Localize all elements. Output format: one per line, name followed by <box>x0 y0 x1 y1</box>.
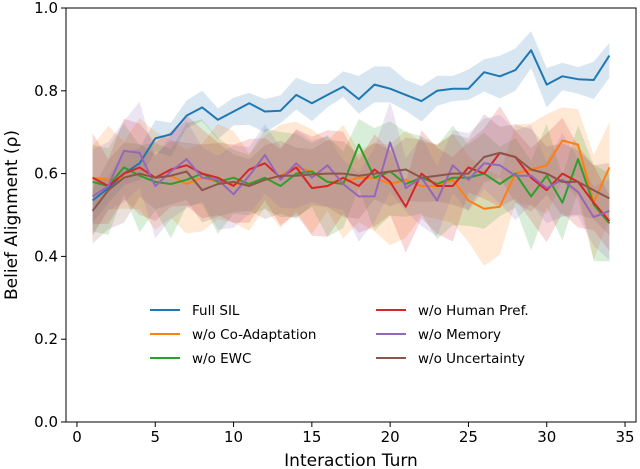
legend-label: Full SIL <box>192 303 240 319</box>
plot-frame <box>65 7 637 423</box>
x-tick-label: 5 <box>150 428 160 446</box>
series-lines <box>91 49 611 224</box>
x-tick-label: 35 <box>615 428 634 446</box>
x-tick-label: 10 <box>224 428 243 446</box>
x-axis-label: Interaction Turn <box>284 451 418 469</box>
x-tick-label: 0 <box>72 428 82 446</box>
series-line-w-o-memory <box>92 141 610 219</box>
x-tick-label: 20 <box>381 428 400 446</box>
y-axis-label: Belief Alignment (ρ) <box>2 130 22 300</box>
y-tick-label: 0.2 <box>34 330 58 348</box>
series-line-w-o-uncertainty <box>91 151 610 212</box>
x-axis-ticks: 0 5 10 15 20 25 30 35 <box>72 422 635 446</box>
series-line-full-sil <box>91 49 611 202</box>
band-full-sil <box>92 31 610 223</box>
legend-label: w/o Human Pref. <box>418 303 529 319</box>
y-tick-label: 0.6 <box>34 165 58 183</box>
y-tick-label: 1.0 <box>34 0 58 17</box>
y-tick-label: 0.4 <box>34 247 58 265</box>
x-tick-label: 30 <box>537 428 556 446</box>
confidence-bands <box>92 31 610 266</box>
y-tick-label: 0.8 <box>34 82 58 100</box>
series-line-w-o-co-adaptation <box>92 139 611 210</box>
legend-label: w/o Memory <box>418 327 501 343</box>
legend-label: w/o Uncertainty <box>418 351 525 367</box>
legend: Full SIL w/o Co-Adaptation w/o EWC w/o Huma… <box>150 303 529 367</box>
x-tick-label: 25 <box>459 428 478 446</box>
legend-label: w/o Co-Adaptation <box>192 327 317 343</box>
series-line-w-o-ewc <box>92 143 611 224</box>
y-axis-ticks: 0.0 0.2 0.4 0.6 0.8 1.0 <box>34 0 66 431</box>
legend-label: w/o EWC <box>192 351 251 367</box>
y-tick-label: 0.0 <box>34 413 58 431</box>
x-tick-label: 15 <box>302 428 321 446</box>
series-line-w-o-human-pref- <box>92 151 611 222</box>
band-w-o-co-adaptation <box>92 107 610 266</box>
